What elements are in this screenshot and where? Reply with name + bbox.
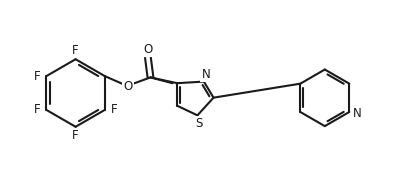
Text: O: O: [143, 43, 152, 56]
Text: N: N: [201, 68, 210, 81]
Text: F: F: [72, 129, 79, 142]
Text: N: N: [352, 107, 361, 120]
Text: F: F: [110, 103, 117, 116]
Text: F: F: [72, 44, 79, 57]
Text: F: F: [34, 103, 41, 116]
Text: O: O: [123, 80, 132, 93]
Text: S: S: [195, 117, 203, 130]
Text: F: F: [34, 70, 41, 83]
